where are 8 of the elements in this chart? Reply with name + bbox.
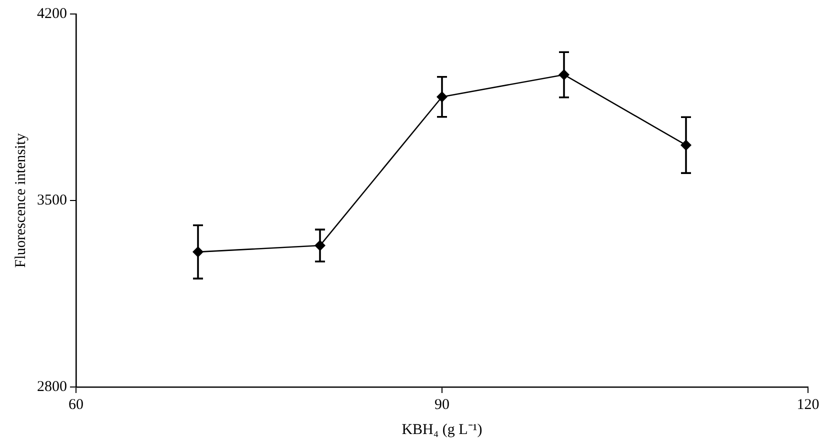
y-axis-title: Fluorescence intensity	[12, 132, 29, 268]
x-axis-title: KBH₄ (g L⁻¹)	[402, 422, 482, 438]
x-tick-label: 60	[68, 396, 84, 413]
y-tick-label: 3500	[37, 192, 67, 208]
y-tick-label: 2800	[37, 378, 67, 395]
x-tick-label: 120	[796, 396, 820, 413]
y-tick-label: 4200	[37, 6, 67, 22]
x-tick-label: 90	[434, 396, 450, 413]
